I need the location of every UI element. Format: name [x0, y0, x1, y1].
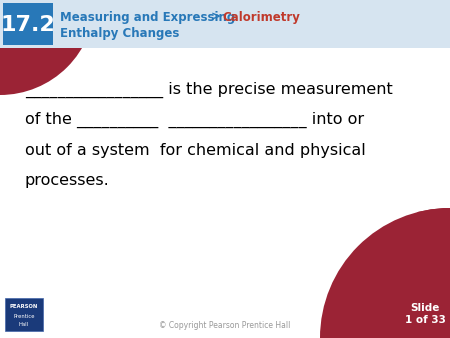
Text: Calorimetry: Calorimetry — [222, 10, 300, 24]
FancyBboxPatch shape — [3, 3, 53, 45]
Text: Measuring and Expressing: Measuring and Expressing — [60, 10, 235, 24]
Wedge shape — [320, 208, 450, 338]
Text: _________________ is the precise measurement: _________________ is the precise measure… — [25, 82, 393, 98]
Text: 1 of 33: 1 of 33 — [405, 315, 446, 325]
Wedge shape — [0, 0, 95, 95]
Text: Hall: Hall — [19, 321, 29, 327]
FancyBboxPatch shape — [0, 0, 450, 48]
Text: out of a system  for chemical and physical: out of a system for chemical and physica… — [25, 143, 366, 158]
Text: Prentice: Prentice — [13, 314, 35, 318]
Text: Enthalpy Changes: Enthalpy Changes — [60, 27, 180, 41]
Text: processes.: processes. — [25, 172, 110, 188]
FancyBboxPatch shape — [5, 298, 43, 331]
Text: of the __________  _________________ into or: of the __________ _________________ into… — [25, 112, 364, 128]
Text: >: > — [207, 10, 225, 24]
Ellipse shape — [25, 9, 425, 329]
Wedge shape — [320, 208, 450, 338]
FancyBboxPatch shape — [0, 295, 450, 338]
Text: 17.2: 17.2 — [0, 15, 55, 35]
Text: Slide: Slide — [410, 303, 440, 313]
Text: PEARSON: PEARSON — [10, 304, 38, 309]
Text: © Copyright Pearson Prentice Hall: © Copyright Pearson Prentice Hall — [159, 321, 291, 331]
